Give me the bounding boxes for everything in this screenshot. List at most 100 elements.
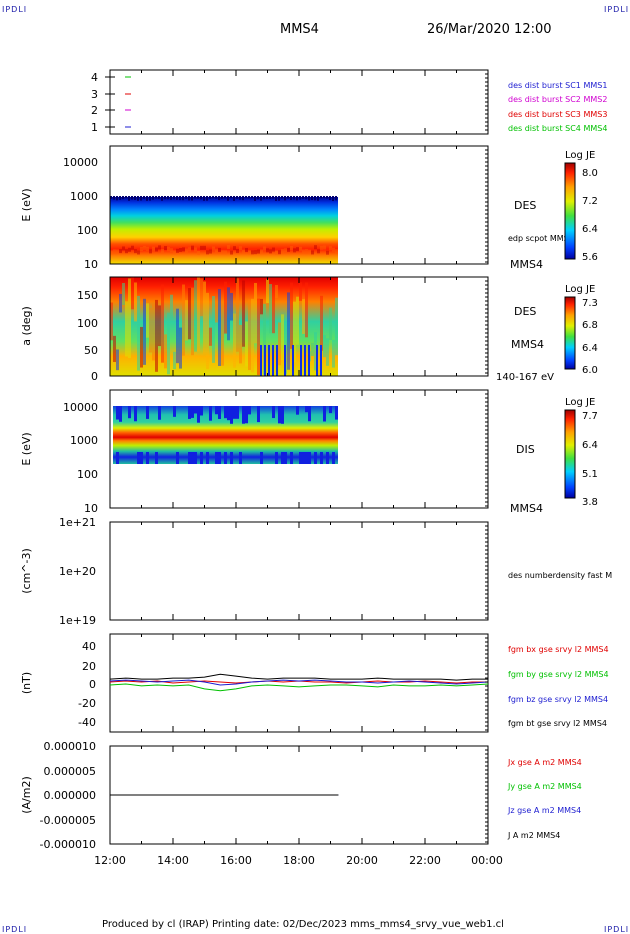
dis-energy-cell xyxy=(227,406,230,421)
des-pitch-cell xyxy=(203,281,206,355)
dis-energy-cell xyxy=(308,406,311,422)
des-energy-cell xyxy=(245,196,247,199)
des-pitch-cell xyxy=(191,287,194,356)
dis-energy-cell xyxy=(332,452,335,464)
dis-energy-cb-tick-1: 6.4 xyxy=(582,440,598,451)
des-pitch-cell xyxy=(332,339,335,368)
des-energy-cell xyxy=(269,196,271,200)
datetime-title: 26/Mar/2020 12:00 xyxy=(427,22,552,37)
dis-energy-cell xyxy=(275,452,278,464)
des-energy-cell xyxy=(296,247,299,252)
des-energy-cell xyxy=(254,250,257,255)
des-pitch-cell xyxy=(326,338,329,366)
dis-energy-cell xyxy=(305,452,308,464)
des-energy-cell xyxy=(278,196,280,201)
des-energy-cell xyxy=(272,247,275,252)
des-energy-cell xyxy=(182,196,184,201)
des-energy-label-scpot: edp scpot MMS4 xyxy=(508,234,574,243)
des-pitch-cell xyxy=(290,282,293,349)
des-pitch-cell xyxy=(116,349,119,371)
dis-energy-ytick-1000: 1000 xyxy=(70,434,98,447)
des-energy-cell xyxy=(203,245,206,250)
des-energy-cell xyxy=(287,247,290,252)
des-pitch-cb-tick-1: 6.8 xyxy=(582,320,598,331)
des-pitch-cell xyxy=(140,326,143,368)
des-energy-cell xyxy=(254,196,256,201)
des-energy-cell xyxy=(176,196,178,200)
des-energy-colorbar xyxy=(564,162,576,260)
burst-ytick-3: 3 xyxy=(91,88,98,101)
des-pitch-cell xyxy=(248,299,251,371)
des-pitch-cell xyxy=(146,303,149,338)
des-pitch-cell xyxy=(276,345,278,376)
des-energy-cell xyxy=(227,245,230,250)
dis-energy-cell xyxy=(188,406,191,419)
des-energy-cell xyxy=(320,245,323,250)
des-energy-cell xyxy=(317,249,320,254)
des-energy-cell xyxy=(206,196,208,201)
dis-energy-cell xyxy=(245,406,248,424)
des-pitch-cell xyxy=(179,327,182,369)
des-energy-cell xyxy=(284,196,286,201)
des-energy-cell xyxy=(275,196,277,201)
dis-energy-cell xyxy=(194,452,197,464)
dis-energy-cell xyxy=(230,406,233,424)
dis-energy-ytick-100: 100 xyxy=(77,468,98,481)
des-pitch-cell xyxy=(275,285,278,299)
des-pitch-cell xyxy=(263,303,266,375)
des-energy-cell xyxy=(323,245,326,250)
des-energy-cell xyxy=(161,196,163,201)
current-legend-jy: Jy gse A m2 MMS4 xyxy=(507,782,582,791)
dis-energy-cell xyxy=(119,406,122,422)
des-pitch-cell xyxy=(131,277,134,310)
des-energy-cell xyxy=(248,196,250,199)
des-energy-cell xyxy=(167,196,169,200)
dis-energy-ytick-10000: 10000 xyxy=(63,401,98,414)
des-energy-cell xyxy=(242,196,244,201)
des-energy-cb-tick-1: 7.2 xyxy=(582,196,598,207)
spacecraft-title: MMS4 xyxy=(280,22,319,37)
des-energy-cell xyxy=(269,249,272,254)
dis-energy-cell xyxy=(260,452,263,464)
des-pitch-cell xyxy=(149,307,152,353)
des-pitch-cell xyxy=(206,292,209,370)
des-energy-cell xyxy=(119,249,122,254)
des-energy-cell xyxy=(296,196,298,201)
current-legend-j: J A m2 MMS4 xyxy=(507,831,560,840)
des-pitch-cell xyxy=(185,300,188,341)
xtick-12: 12:00 xyxy=(94,854,126,867)
des-pitch-cell xyxy=(167,312,170,375)
des-energy-cell xyxy=(203,196,205,201)
des-energy-cell xyxy=(329,246,332,251)
des-energy-cell xyxy=(290,245,293,250)
des-pitch-cell xyxy=(197,277,200,352)
des-energy-ytick-1000: 1000 xyxy=(70,190,98,203)
des-energy-cell xyxy=(134,196,136,200)
des-pitch-cell xyxy=(224,281,227,334)
des-pitch-cell xyxy=(296,296,299,345)
des-energy-cell xyxy=(197,196,199,199)
des-energy-cell xyxy=(230,250,233,255)
des-energy-cell xyxy=(335,249,338,254)
des-energy-cell xyxy=(311,250,314,255)
des-energy-cell xyxy=(281,248,284,253)
footer-credit: Produced by cl (IRAP) Printing date: 02/… xyxy=(102,919,504,930)
density-ytick-1e19: 1e+19 xyxy=(59,614,96,627)
des-pitch-cell xyxy=(257,298,260,375)
des-pitch-cell xyxy=(305,282,308,338)
des-pitch-cell xyxy=(170,294,173,320)
dis-energy-cell xyxy=(326,452,329,464)
dis-energy-label-mms4: MMS4 xyxy=(510,502,543,515)
des-pitch-cell xyxy=(227,287,230,341)
dis-energy-cell xyxy=(323,406,326,422)
xtick-18: 18:00 xyxy=(283,854,315,867)
des-pitch-cell xyxy=(137,295,140,371)
des-energy-cell xyxy=(275,250,278,255)
des-pitch-cell xyxy=(122,283,125,305)
des-energy-cell xyxy=(284,248,287,253)
xtick-22: 22:00 xyxy=(409,854,441,867)
dis-energy-cell xyxy=(206,452,209,464)
dis-energy-colorbar xyxy=(564,409,576,499)
burst-frame xyxy=(109,69,489,135)
